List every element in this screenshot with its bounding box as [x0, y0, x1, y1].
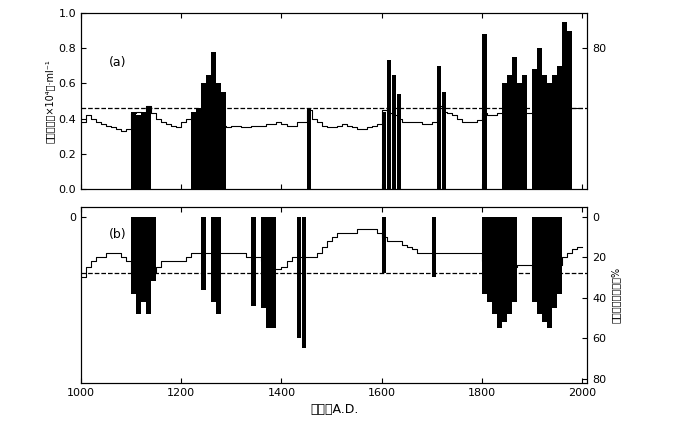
Bar: [392, 74, 396, 189]
Bar: [136, 115, 140, 189]
Bar: [507, 74, 512, 189]
Text: (a): (a): [109, 56, 126, 69]
Bar: [261, 217, 266, 308]
Bar: [532, 217, 537, 302]
Bar: [482, 34, 487, 189]
Bar: [141, 217, 146, 302]
Bar: [547, 83, 551, 189]
Bar: [131, 217, 136, 294]
Bar: [146, 217, 151, 314]
Y-axis label: 污化層厚度比率／%: 污化層厚度比率／%: [610, 267, 620, 322]
Bar: [221, 92, 226, 189]
Bar: [136, 217, 140, 314]
Bar: [507, 217, 512, 314]
Bar: [151, 217, 156, 282]
Bar: [532, 69, 537, 189]
Bar: [131, 111, 136, 189]
Bar: [517, 83, 522, 189]
Bar: [557, 66, 562, 189]
Bar: [562, 22, 567, 189]
Bar: [302, 217, 306, 348]
Bar: [442, 92, 446, 189]
Bar: [552, 74, 557, 189]
Bar: [146, 106, 151, 189]
Bar: [567, 31, 572, 189]
Text: (b): (b): [109, 228, 126, 241]
Bar: [522, 74, 526, 189]
Bar: [502, 83, 506, 189]
Bar: [502, 217, 506, 322]
Bar: [201, 83, 206, 189]
Bar: [552, 217, 557, 308]
Bar: [382, 217, 386, 273]
Bar: [537, 217, 541, 314]
Bar: [482, 217, 487, 294]
Bar: [497, 217, 502, 328]
Bar: [557, 217, 562, 294]
Bar: [216, 83, 221, 189]
Bar: [306, 108, 311, 189]
Bar: [211, 217, 216, 302]
Bar: [196, 108, 200, 189]
Bar: [141, 111, 146, 189]
Bar: [296, 217, 301, 338]
Bar: [542, 217, 547, 322]
Bar: [191, 111, 196, 189]
Bar: [251, 217, 256, 306]
Bar: [437, 66, 441, 189]
Bar: [216, 217, 221, 314]
Bar: [512, 57, 516, 189]
Bar: [271, 217, 276, 328]
Bar: [512, 217, 516, 302]
Bar: [492, 217, 497, 314]
Bar: [542, 74, 547, 189]
Y-axis label: 塵粒含量／×10⁴個·ml⁻¹: 塵粒含量／×10⁴個·ml⁻¹: [45, 59, 54, 143]
Bar: [207, 74, 211, 189]
Bar: [397, 94, 402, 189]
Bar: [201, 217, 206, 289]
Bar: [547, 217, 551, 328]
Bar: [537, 48, 541, 189]
Bar: [487, 217, 491, 302]
Bar: [387, 61, 392, 189]
Bar: [211, 52, 216, 189]
Bar: [432, 217, 436, 277]
Bar: [382, 111, 386, 189]
Bar: [267, 217, 271, 328]
X-axis label: 年代／A.D.: 年代／A.D.: [310, 403, 358, 416]
